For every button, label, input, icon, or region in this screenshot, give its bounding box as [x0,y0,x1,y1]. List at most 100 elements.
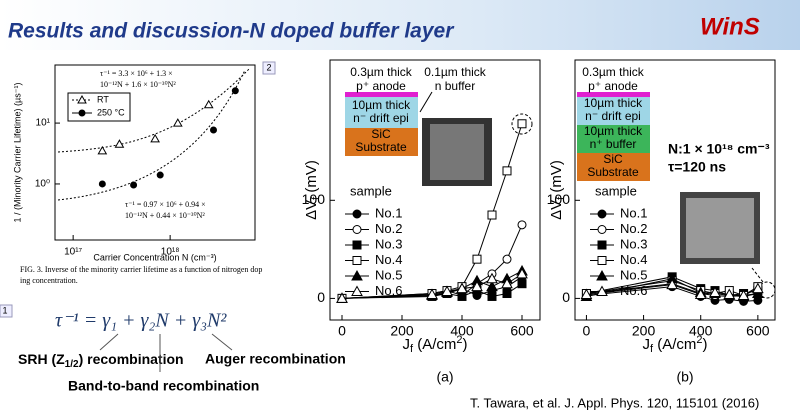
marker [516,267,528,279]
layer-label: p⁺ anode [356,79,406,93]
marker [351,285,363,296]
panel-label: (a) [436,369,453,385]
marker [694,288,707,299]
legend-label: No.4 [375,252,402,267]
doping-note: N:1 × 10¹⁸ cm⁻³ [668,141,770,157]
y-axis-label: 1 / (Minority Carrier Lifetime) (µs⁻¹) [12,83,22,223]
layer-label: n buffer [435,79,475,93]
legend-label: RT [97,94,109,104]
marker [352,225,362,234]
legend-label: No.1 [375,205,402,220]
layer-label: 0.3µm thick [350,65,413,79]
legend-label: 250 °C [97,107,125,117]
label-part: ΔV [303,200,320,220]
legend-label: No.5 [375,267,402,282]
label-part: f [555,196,567,200]
y-tick-label: 100 [302,191,326,207]
x-tick-label: 400 [689,323,713,339]
device-b [577,92,776,299]
layer-label: 10µm thick [584,96,643,110]
term-part: ) recombination [79,351,184,367]
panel-number: 2 [266,62,271,72]
legend-label: No.4 [620,252,647,267]
marker [501,277,513,289]
marker [517,119,527,129]
term-auger: Auger recombination [205,351,346,367]
marker [486,272,498,284]
plot-frame [574,59,776,321]
label-part: 2 [696,334,702,346]
marker [487,210,497,220]
label-part: ) [703,336,708,353]
marker [203,99,214,109]
marker [596,285,608,296]
marker [580,288,593,299]
marker [352,209,362,219]
x-tick-label: 10¹⁷ [64,247,82,258]
marker [78,109,86,117]
marker [351,269,363,281]
label-part: f [310,196,322,200]
layer-label: Substrate [587,165,639,179]
layer-label: 10µm thick [352,98,411,112]
marker [336,292,348,303]
label-part: (A/cm [653,336,696,353]
marker [597,209,607,219]
marker [502,289,512,299]
marker [150,133,160,143]
fit-curves [57,67,251,201]
marker [472,254,482,264]
marker [426,288,438,299]
y-tick-label: 10⁰ [35,179,50,190]
layer-label: 10µm thick [584,124,643,138]
x-tick-label: 0 [583,323,591,339]
marker [130,181,138,189]
layer-label: n⁺ buffer [590,137,637,151]
layer-label: Substrate [355,140,407,154]
layer-label: SiC [371,127,391,141]
term-arrows [99,333,233,372]
x-axis-label: Carrier Concentration N (cm⁻³) [93,252,216,262]
plot-frame [329,59,541,321]
marker [597,256,607,265]
marker [517,279,527,289]
marker [457,291,467,301]
plot-frame [54,64,256,241]
fit-equation: τ⁻¹ = 0.97 × 10⁶ + 0.94 × [125,200,206,209]
legend-label: No.5 [620,267,647,282]
label-part: J [402,336,410,353]
layer-label: p⁺ anode [588,79,638,93]
term-part: SRH (Z [18,351,65,367]
layer-label: 0.1µm thick [424,65,487,79]
marker [97,145,108,155]
fit-equation: τ⁻¹ = 3.3 × 10⁶ + 1.3 × [100,69,173,78]
label-part: f [650,343,654,355]
fit-equation: 10⁻¹²N + 1.6 × 10⁻³⁰N² [100,80,176,89]
figure-caption: ing concentration. [20,276,78,285]
device-a [345,91,533,186]
marker [209,126,217,134]
header-band [0,0,800,50]
marker [502,254,512,264]
panel-number: 1 [2,305,7,315]
legend-title: sample [595,183,637,198]
x-axis-label: Jf (A/cm2) [402,334,467,355]
fit-equation: 10⁻¹²N + 0.44 × 10⁻³⁰N² [125,211,205,220]
y-axis-label: ΔVf (mV) [303,160,322,220]
marker [666,278,678,290]
x-tick-label: 200 [390,323,414,339]
label-part: (mV) [303,160,320,197]
marker [352,240,362,250]
x-tick-label: 0 [338,323,346,339]
layer-label: 0.3µm thick [582,65,645,79]
x-axis-label: Jf (A/cm2) [642,334,707,355]
marker [77,94,87,104]
panel-number-box [0,304,13,318]
x-tick-label: 600 [746,323,770,339]
term-band: Band-to-band recombination [68,378,259,394]
marker [502,166,512,176]
legend-title: sample [350,183,392,198]
marker [456,282,468,294]
legend-label: No.3 [375,236,402,251]
legend-label: No.1 [620,205,647,220]
